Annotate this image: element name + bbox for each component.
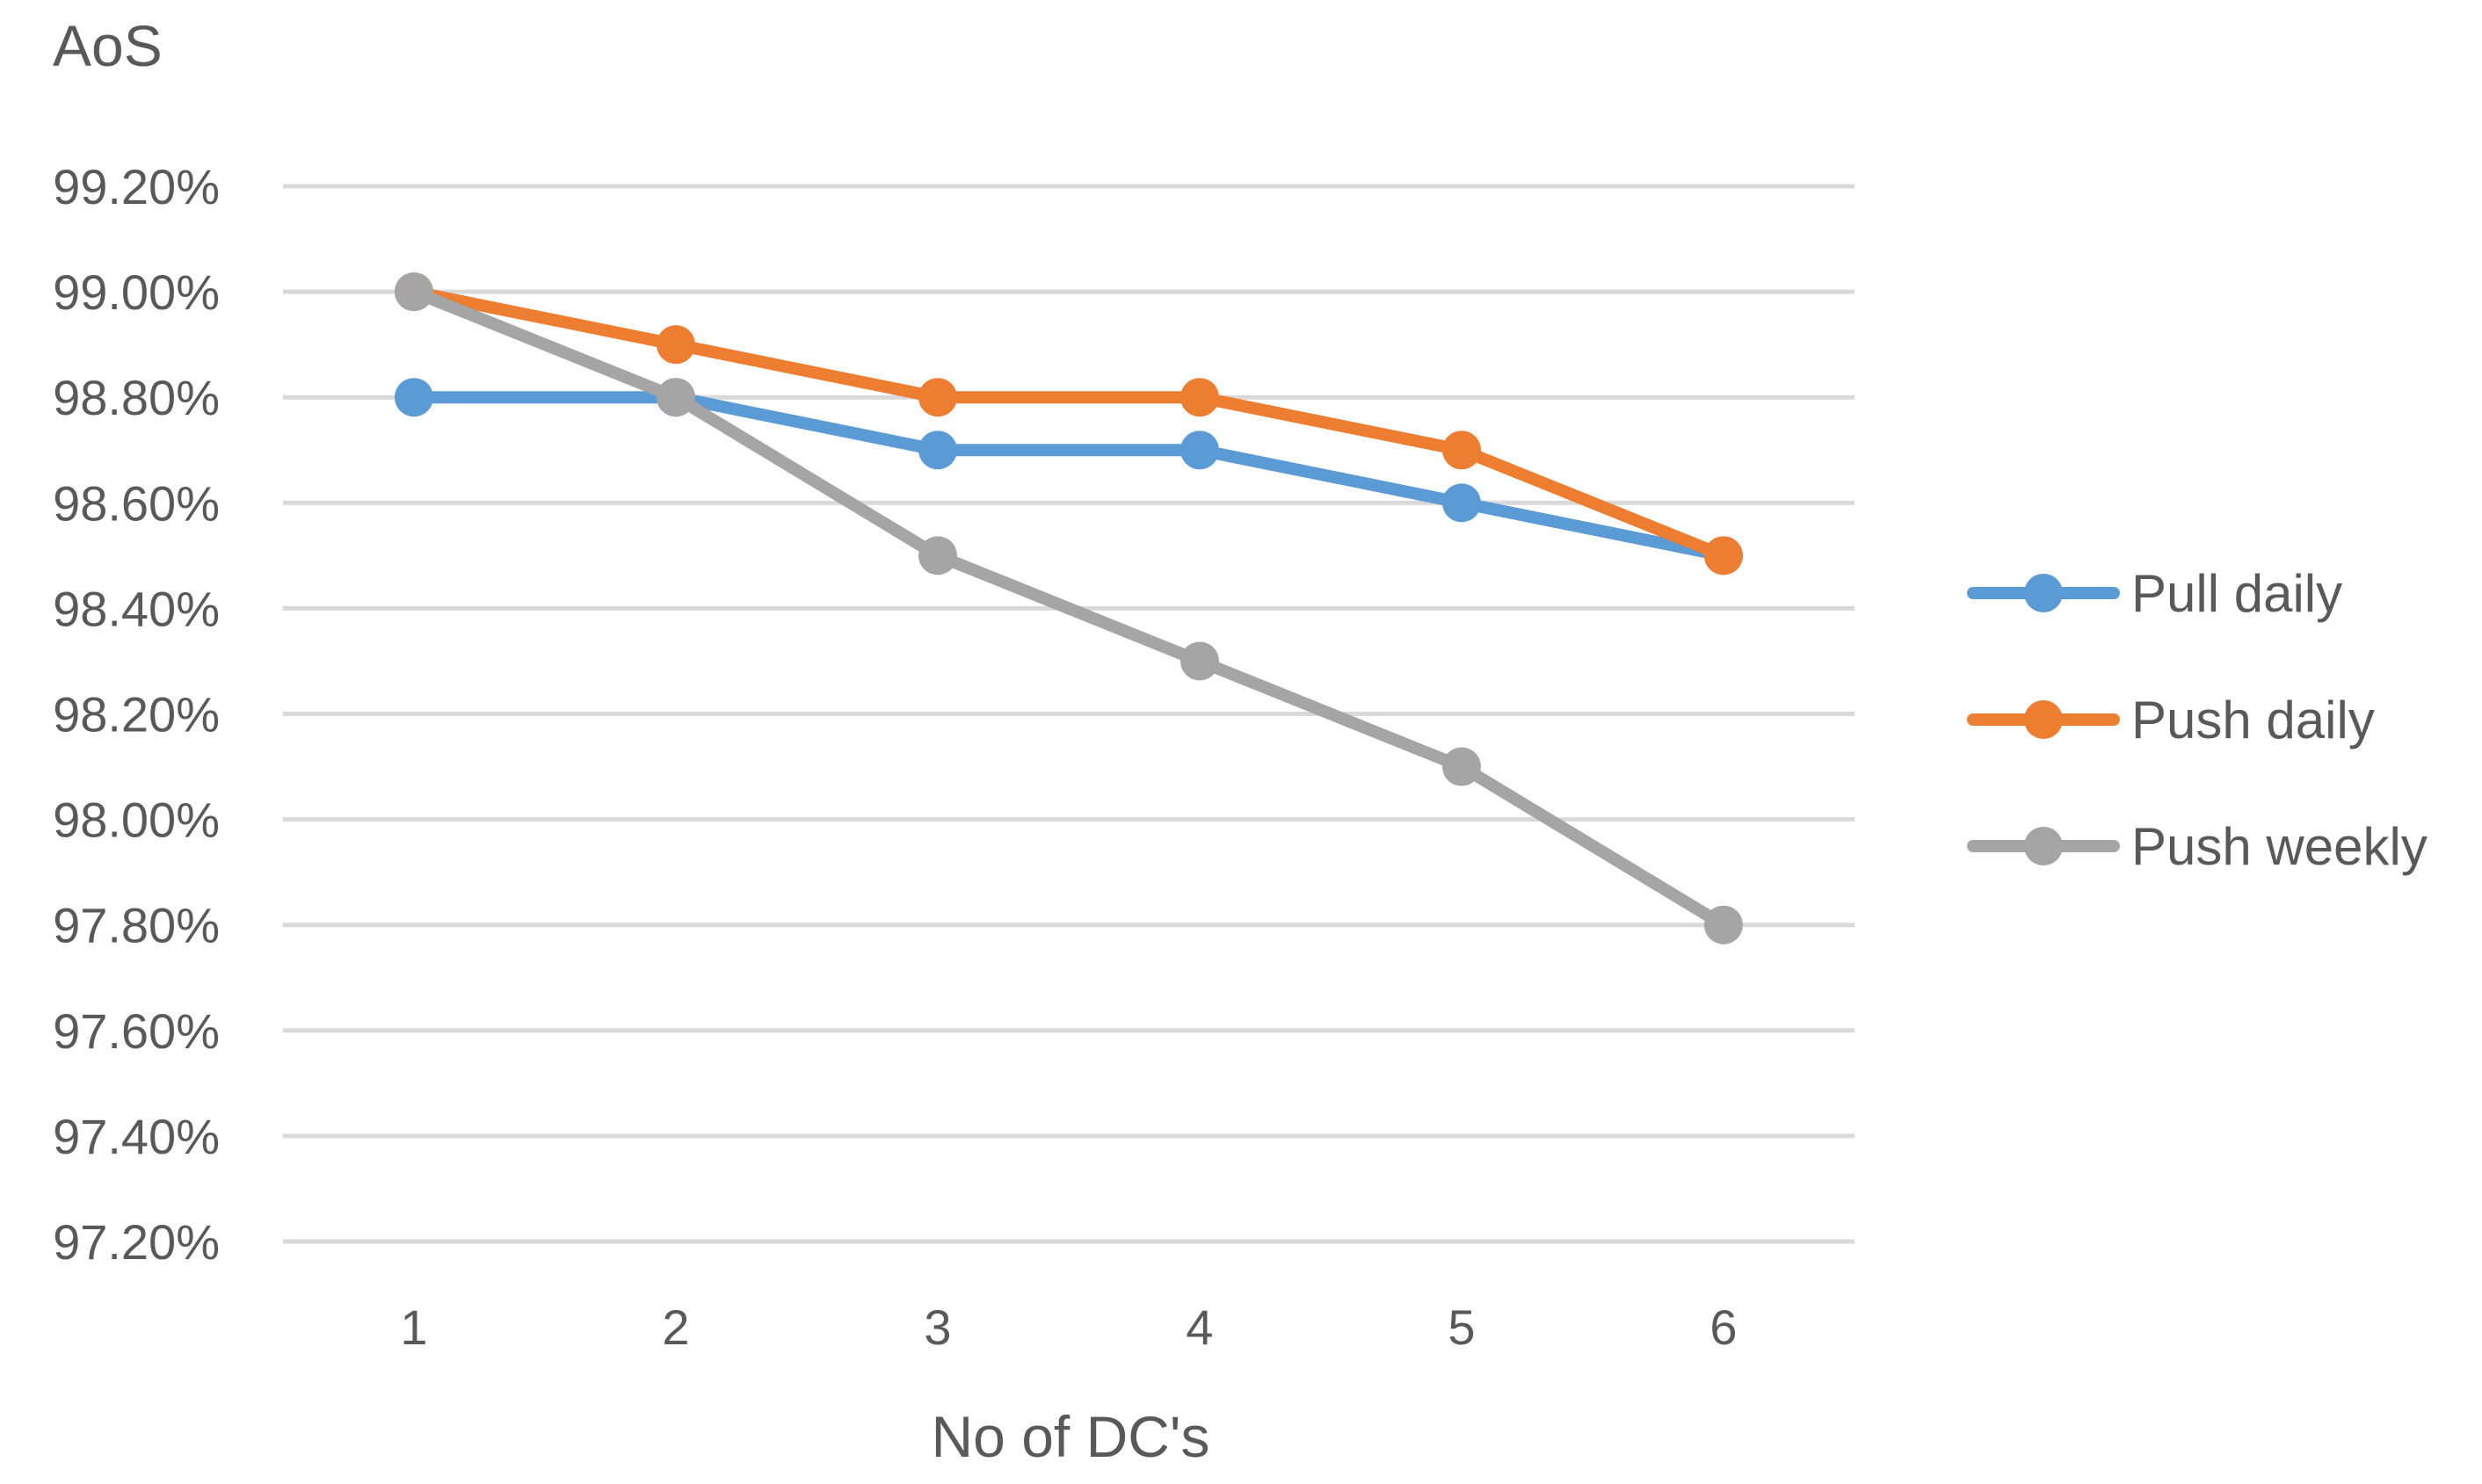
data-point [918, 378, 957, 417]
x-axis-title: No of DC's [931, 1404, 1209, 1469]
x-tick-label: 4 [1186, 1299, 1213, 1355]
data-point [1704, 536, 1743, 576]
data-point [395, 272, 433, 312]
y-tick-label: 98.20% [53, 687, 220, 742]
data-point [1704, 905, 1743, 945]
data-point [1442, 747, 1481, 786]
data-point [1442, 483, 1481, 523]
legend-swatch-marker [2024, 574, 2063, 612]
y-tick-label: 98.00% [53, 793, 220, 848]
data-point [918, 431, 957, 470]
data-point [1442, 431, 1481, 470]
gridlines [283, 184, 1854, 1244]
series-line-push-weekly [408, 286, 1730, 931]
data-point [1180, 641, 1219, 681]
legend-label: Pull daily [2131, 564, 2342, 623]
data-point [395, 378, 433, 417]
data-point [657, 325, 695, 365]
data-point [1180, 431, 1219, 470]
x-tick-label: 5 [1448, 1299, 1475, 1355]
x-tick-label: 1 [400, 1299, 427, 1355]
y-tick-label: 97.60% [53, 1003, 220, 1059]
legend-swatch-marker [2024, 700, 2063, 739]
series-group [395, 272, 1743, 945]
x-tick-label: 2 [662, 1299, 689, 1355]
y-tick-label: 98.40% [53, 581, 220, 636]
y-tick-label: 97.40% [53, 1109, 220, 1164]
y-axis-title: AoS [53, 13, 163, 78]
y-tick-label: 98.60% [53, 475, 220, 531]
data-point [918, 536, 957, 576]
x-tick-label: 3 [924, 1299, 951, 1355]
y-tick-label: 99.20% [53, 159, 220, 214]
legend-item-pull-daily: Pull daily [1967, 564, 2342, 623]
series-push-daily [395, 272, 1743, 576]
legend: Pull daily Push daily Push weekly [1967, 564, 2428, 876]
y-tick-label: 97.20% [53, 1214, 220, 1270]
series-line-pull-daily [408, 391, 1730, 562]
legend-label: Push weekly [2131, 817, 2428, 876]
legend-swatch-marker [2024, 827, 2063, 865]
x-tick-label: 6 [1709, 1299, 1737, 1355]
x-axis-ticks: 1 2 3 4 5 6 [400, 1299, 1737, 1355]
y-axis-ticks: 97.20% 97.40% 97.60% 97.80% 98.00% 98.20% 98.4… [53, 159, 220, 1270]
data-point [657, 378, 695, 417]
series-push-weekly [395, 272, 1743, 945]
legend-item-push-weekly: Push weekly [1967, 817, 2428, 876]
legend-label: Push daily [2131, 691, 2375, 749]
legend-item-push-daily: Push daily [1967, 691, 2375, 749]
series-line-push-daily [408, 286, 1730, 562]
data-point [1180, 378, 1219, 417]
y-tick-label: 97.80% [53, 898, 220, 953]
y-tick-label: 98.80% [53, 370, 220, 425]
y-tick-label: 99.00% [53, 264, 220, 320]
